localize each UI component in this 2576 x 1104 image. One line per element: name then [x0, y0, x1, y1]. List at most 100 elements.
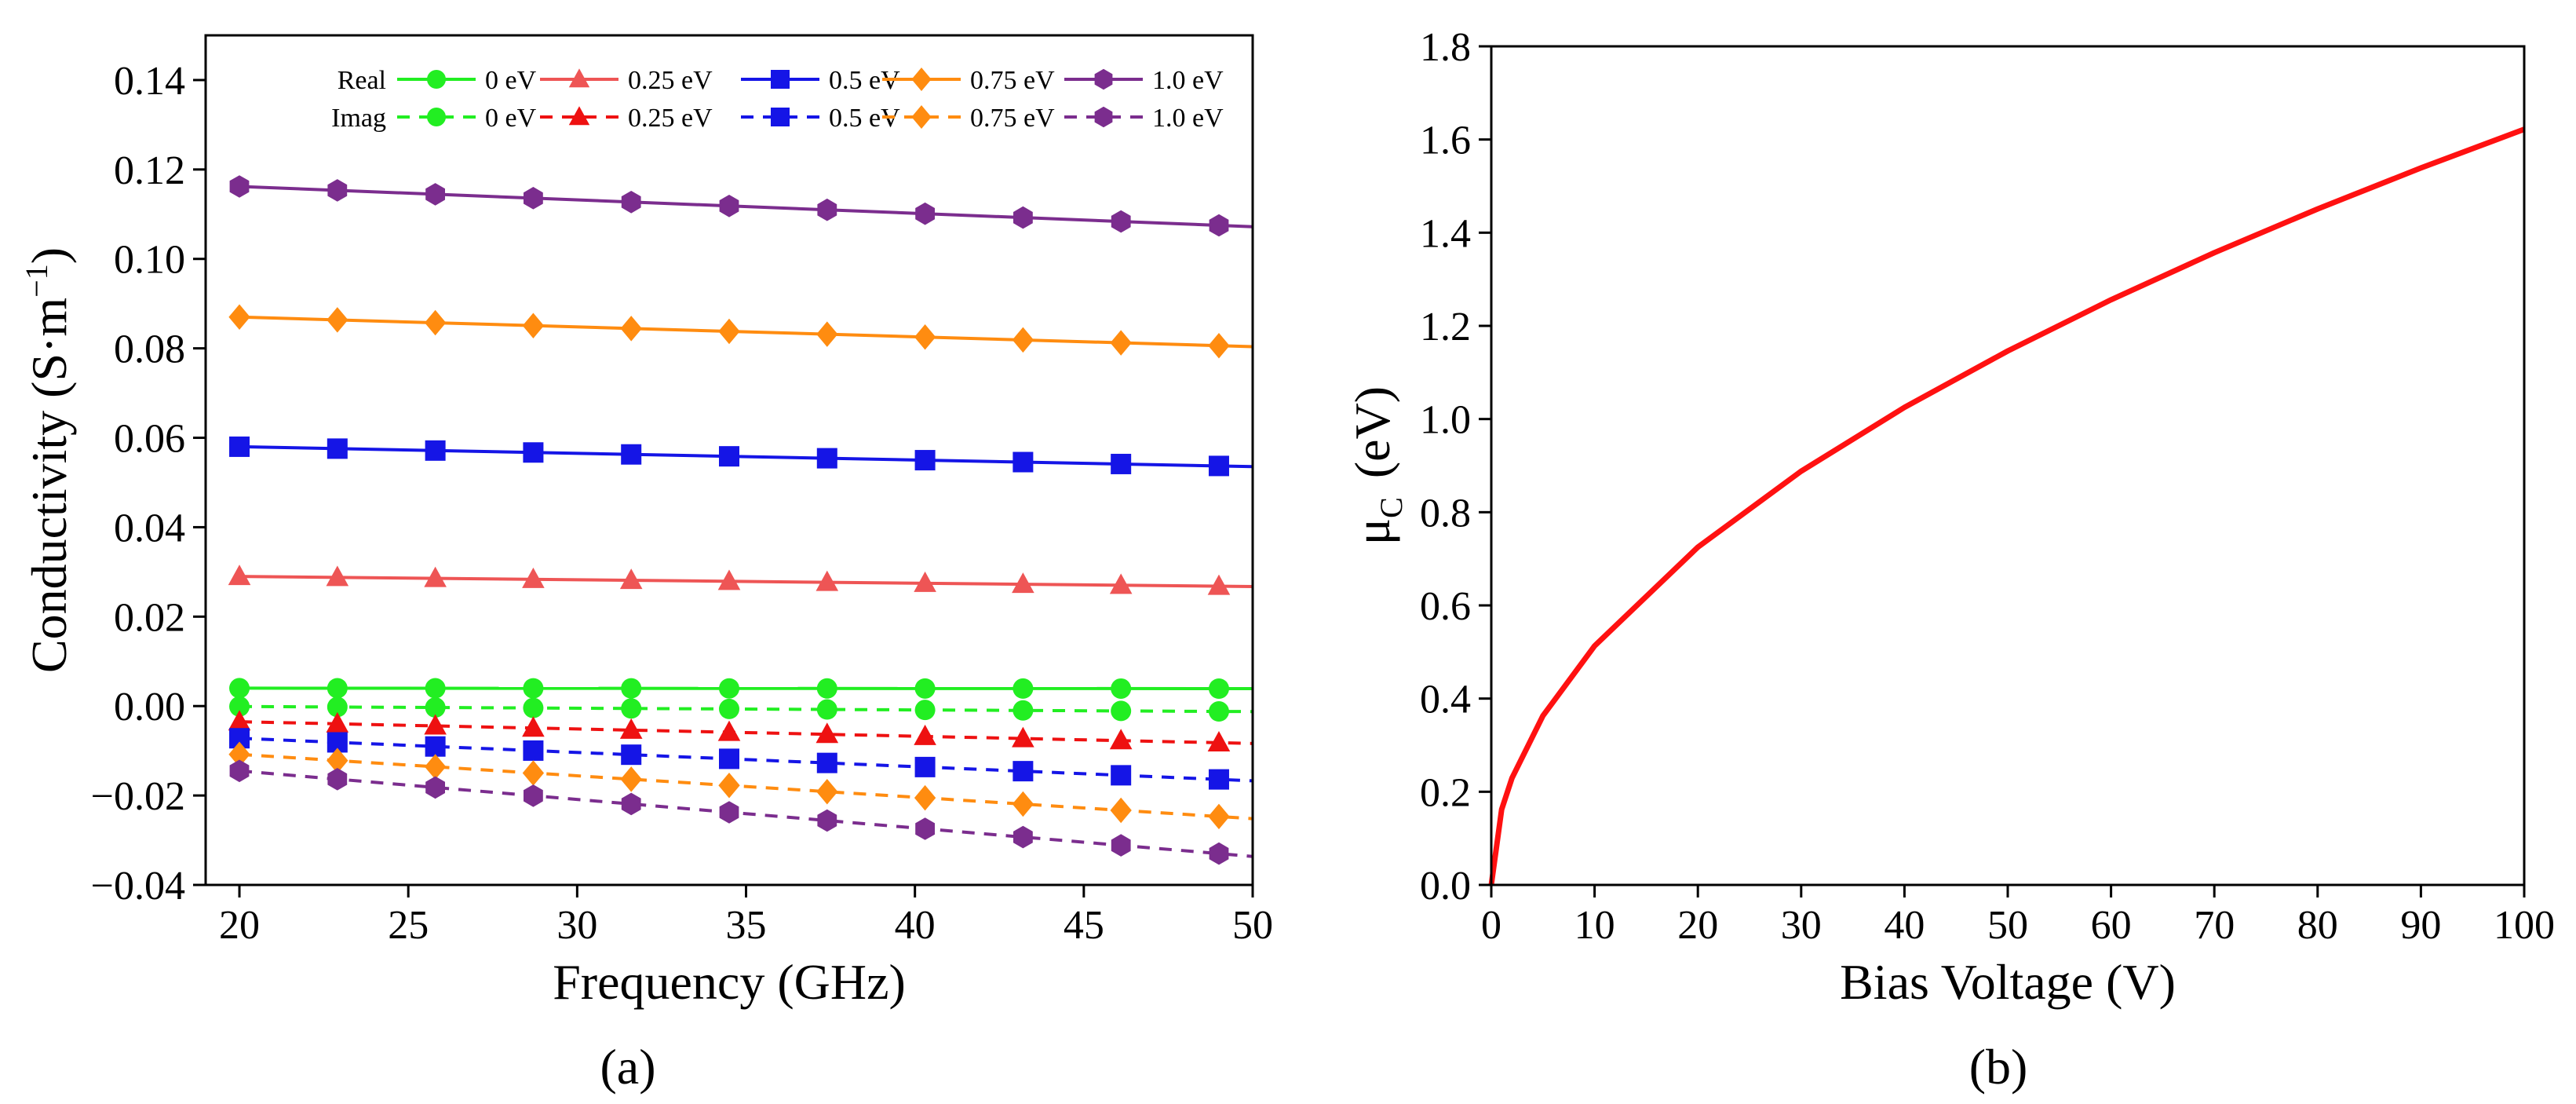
data-point-imag-5-9: [1111, 700, 1132, 722]
data-point-imag-9-0: [229, 759, 250, 783]
legend-label: 0.25 eV: [628, 66, 713, 95]
data-point-imag-9-4: [621, 792, 641, 816]
data-point-imag-6-8: [1012, 726, 1034, 748]
data-point-imag-8-9: [1110, 797, 1132, 824]
y-tick-label: 0.12: [114, 148, 185, 193]
data-point-imag-8-2: [424, 754, 447, 780]
data-point-imag-6-0: [228, 710, 251, 731]
data-point-imag-6-1: [326, 711, 349, 733]
data-point-real-4-7: [915, 202, 935, 225]
y-tick-label: 0.14: [114, 59, 185, 104]
data-point-real-1-4: [619, 568, 643, 590]
data-point-real-3-10: [1208, 332, 1230, 359]
y-tick-label: 1.4: [1420, 211, 1471, 256]
x-tick-label: 40: [1884, 903, 1925, 948]
data-point-imag-8-4: [620, 766, 642, 792]
data-point-real-0-0: [229, 678, 250, 699]
data-point-real-1-9: [1109, 573, 1133, 594]
data-point-real-3-0: [228, 304, 250, 331]
data-point-real-0-9: [1111, 678, 1132, 699]
y-tick-label: 0.02: [114, 595, 185, 640]
data-point-imag-6-7: [914, 724, 936, 745]
chart-a-x-axis-label: Frequency (GHz): [553, 954, 906, 1010]
series-line-imag-6: [239, 720, 1253, 745]
data-point-real-2-6: [816, 448, 837, 469]
legend-marker: [427, 108, 446, 126]
data-point-real-2-5: [719, 446, 739, 467]
legend-marker: [911, 68, 932, 91]
data-point-imag-6-9: [1109, 729, 1133, 750]
legend-label: 1.0 eV: [1152, 104, 1224, 133]
data-point-imag-7-5: [719, 748, 739, 770]
y-tick-label: 0.00: [114, 685, 185, 729]
x-tick-label: 100: [2494, 903, 2555, 948]
data-point-imag-7-2: [425, 736, 446, 757]
y-tick-label: 1.2: [1420, 305, 1471, 349]
data-point-real-4-0: [229, 175, 250, 198]
data-point-real-2-2: [425, 440, 446, 461]
data-point-real-4-2: [425, 183, 445, 206]
legend-label: 1.0 eV: [1152, 66, 1224, 95]
data-point-real-1-7: [914, 571, 936, 592]
data-point-real-2-1: [327, 438, 348, 459]
x-tick-label: 30: [556, 903, 597, 948]
x-tick-label: 80: [2297, 903, 2338, 948]
data-point-real-3-3: [522, 313, 545, 338]
legend-marker: [771, 70, 790, 89]
data-point-real-2-9: [1111, 453, 1132, 474]
x-tick-label: 35: [726, 903, 767, 948]
legend-label: 0 eV: [485, 104, 537, 133]
x-tick-label: 20: [219, 903, 260, 948]
data-point-imag-5-0: [229, 696, 250, 717]
series-line-real-0: [239, 686, 1253, 691]
data-point-imag-7-3: [523, 740, 544, 761]
y-tick-label: 0.04: [114, 506, 185, 550]
y-tick-label: 1.0: [1420, 398, 1471, 443]
data-point-imag-9-9: [1111, 834, 1131, 857]
data-point-real-1-1: [326, 565, 349, 587]
data-point-real-1-10: [1207, 574, 1231, 595]
data-point-real-2-3: [523, 442, 544, 463]
x-tick-label: 50: [1987, 903, 2028, 948]
series-line-real-3: [239, 315, 1253, 349]
x-tick-label: 60: [2091, 903, 2132, 948]
legend-marker: [911, 105, 932, 129]
data-point-imag-5-7: [914, 700, 936, 721]
y-tick-label: 0.06: [114, 417, 185, 462]
legend-marker: [427, 70, 446, 89]
y-tick-label: 0.6: [1420, 584, 1471, 629]
data-point-real-1-2: [424, 566, 447, 587]
data-point-real-4-1: [327, 179, 348, 202]
data-point-real-3-1: [327, 307, 348, 333]
legend-label: 0.75 eV: [970, 66, 1055, 95]
data-point-imag-6-4: [619, 718, 643, 739]
data-point-real-3-6: [816, 321, 838, 347]
legend-row-label-real: Real: [338, 66, 386, 95]
x-tick-label: 0: [1481, 903, 1501, 948]
data-point-imag-9-8: [1013, 825, 1033, 849]
data-point-imag-6-3: [522, 716, 545, 737]
data-point-real-0-5: [719, 678, 739, 699]
legend-label: 0.75 eV: [970, 104, 1055, 133]
x-tick-label: 30: [1781, 903, 1822, 948]
x-tick-label: 50: [1232, 903, 1273, 948]
data-point-real-0-10: [1208, 678, 1229, 700]
data-point-imag-7-6: [816, 752, 837, 773]
data-point-real-3-5: [718, 318, 740, 345]
legend-row-label-imag: Imag: [331, 104, 386, 133]
data-point-real-1-0: [228, 565, 251, 586]
y-tick-label: 0.0: [1420, 864, 1471, 908]
chart-b-series-layer: [1488, 126, 2526, 886]
data-point-imag-6-2: [424, 714, 447, 735]
data-point-imag-9-3: [524, 784, 543, 807]
legend-label: 0 eV: [485, 66, 537, 95]
data-point-imag-8-7: [914, 784, 936, 811]
data-point-real-2-4: [621, 444, 642, 465]
data-point-real-3-8: [1012, 327, 1034, 353]
data-point-real-4-8: [1013, 206, 1033, 229]
data-point-imag-7-8: [1013, 761, 1034, 782]
data-point-imag-7-7: [914, 756, 936, 777]
x-tick-label: 40: [895, 903, 936, 948]
